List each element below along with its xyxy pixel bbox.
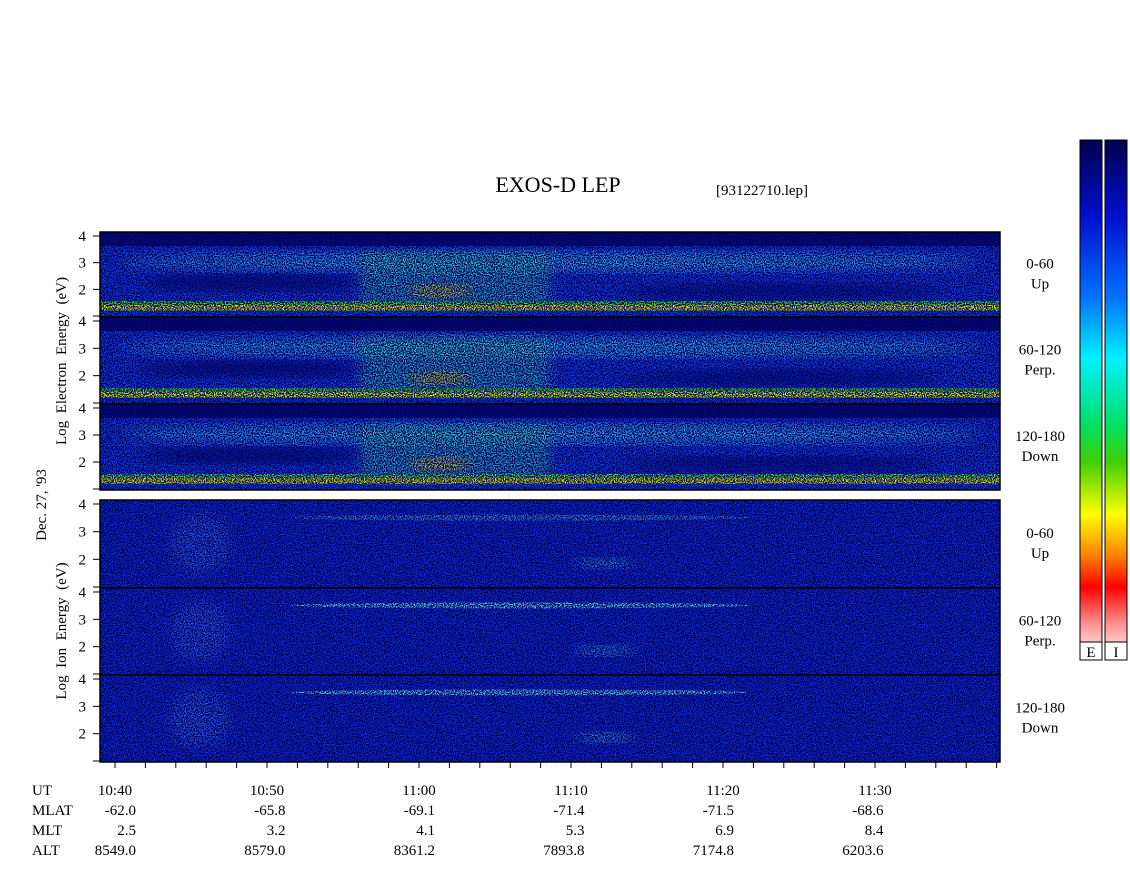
noise [100,404,1000,490]
colorbar [1079,139,1103,661]
y-axis-label: Log Electron Energy (eV) [54,277,70,445]
y-tick-label: 4 [79,585,87,601]
spectrogram-panel [100,404,1000,490]
footer: UT 10:40 10:50 11:00 11:10 11:20 11:30 MLAT -62.… [32,783,892,859]
panel-direction: Up [1031,546,1049,562]
row-label: MLT [32,823,62,839]
y-tick-label: 4 [79,497,87,513]
row-value: 11:10 [554,783,588,799]
colorbar-label: I [1114,645,1119,661]
spectrogram-panel [100,588,1000,675]
colorbar [1104,139,1128,661]
y-tick-label: 2 [79,727,87,743]
panel-direction: Down [1022,449,1059,465]
spectrogram-panel [100,500,1000,588]
panel-angle: 0-60 [1026,257,1054,273]
row-value: 3.2 [267,823,286,839]
y-tick-label: 4 [79,314,87,330]
panel-direction: Down [1022,721,1059,737]
colorbar-label-box [1079,641,1103,661]
row-value: 11:30 [858,783,892,799]
row-value: 7893.8 [543,843,584,859]
noise [100,232,1000,317]
row-label: UT [32,783,52,799]
title: EXOS-D LEP [495,172,620,197]
noise [100,588,1000,675]
row-value: 8579.0 [244,843,285,859]
y-tick-label: 4 [79,672,87,688]
row-label: ALT [32,843,60,859]
y-tick-label: 3 [79,428,87,444]
panel-angle: 60-120 [1019,343,1062,359]
panel-direction: Perp. [1024,634,1055,650]
row-value: 8549.0 [95,843,136,859]
row-value: 4.1 [416,823,435,839]
row-value: 11:20 [706,783,740,799]
y-tick-label: 2 [79,552,87,568]
row-value: 5.3 [566,823,585,839]
row-value: 8361.2 [394,843,435,859]
row-value: 10:40 [98,783,132,799]
row-value: 10:50 [250,783,284,799]
y-tick-label: 3 [79,612,87,628]
y-tick-label: 4 [79,229,87,245]
y-tick-label: 2 [79,455,87,471]
spectrogram-panel [100,232,1000,317]
y-tick-label: 3 [79,525,87,541]
panel-angle: 120-180 [1015,701,1065,717]
spectrogram-panel [100,317,1000,404]
panel-frame [99,674,1001,763]
row-value: -71.5 [703,803,734,819]
panel-angle: 60-120 [1019,614,1062,630]
spectrogram-panel [100,675,1000,762]
y-tick-label: 3 [79,341,87,357]
noise [100,500,1000,588]
y-tick-label: 3 [79,256,87,272]
row-value: 11:00 [402,783,436,799]
row-value: 7174.8 [693,843,734,859]
panel-angle: 0-60 [1026,526,1054,542]
y-tick-label: 2 [79,282,87,298]
noise [100,317,1000,404]
noise [100,675,1000,762]
colorbar-label: E [1086,645,1095,661]
y-tick-label: 2 [79,640,87,656]
row-value: -68.6 [852,803,884,819]
y-tick-label: 3 [79,699,87,715]
row-value: -62.0 [105,803,136,819]
colorbar-label-box [1104,641,1128,661]
row-value: 2.5 [117,823,136,839]
row-value: 6203.6 [842,843,884,859]
panel-direction: Up [1031,277,1049,293]
date: Dec. 27, '93 [34,469,50,541]
file-name: [93122710.lep] [716,183,808,199]
row-value: 6.9 [715,823,734,839]
row-value: -69.1 [404,803,435,819]
row-label: MLAT [32,803,73,819]
y-tick-label: 4 [79,401,87,417]
panel-frame [99,403,1001,491]
row-value: 8.4 [865,823,884,839]
y-axis-label: Log Ion Energy (eV) [54,562,70,699]
row-value: -71.4 [553,803,585,819]
panel-direction: Perp. [1024,363,1055,379]
row-value: -65.8 [254,803,285,819]
panel-angle: 120-180 [1015,429,1065,445]
panels: 2 3 4 0-60 Up 2 3 4 60-120 Perp. 2 3 4 120-180 Down Log… [54,229,1065,768]
y-tick-label: 2 [79,369,87,385]
